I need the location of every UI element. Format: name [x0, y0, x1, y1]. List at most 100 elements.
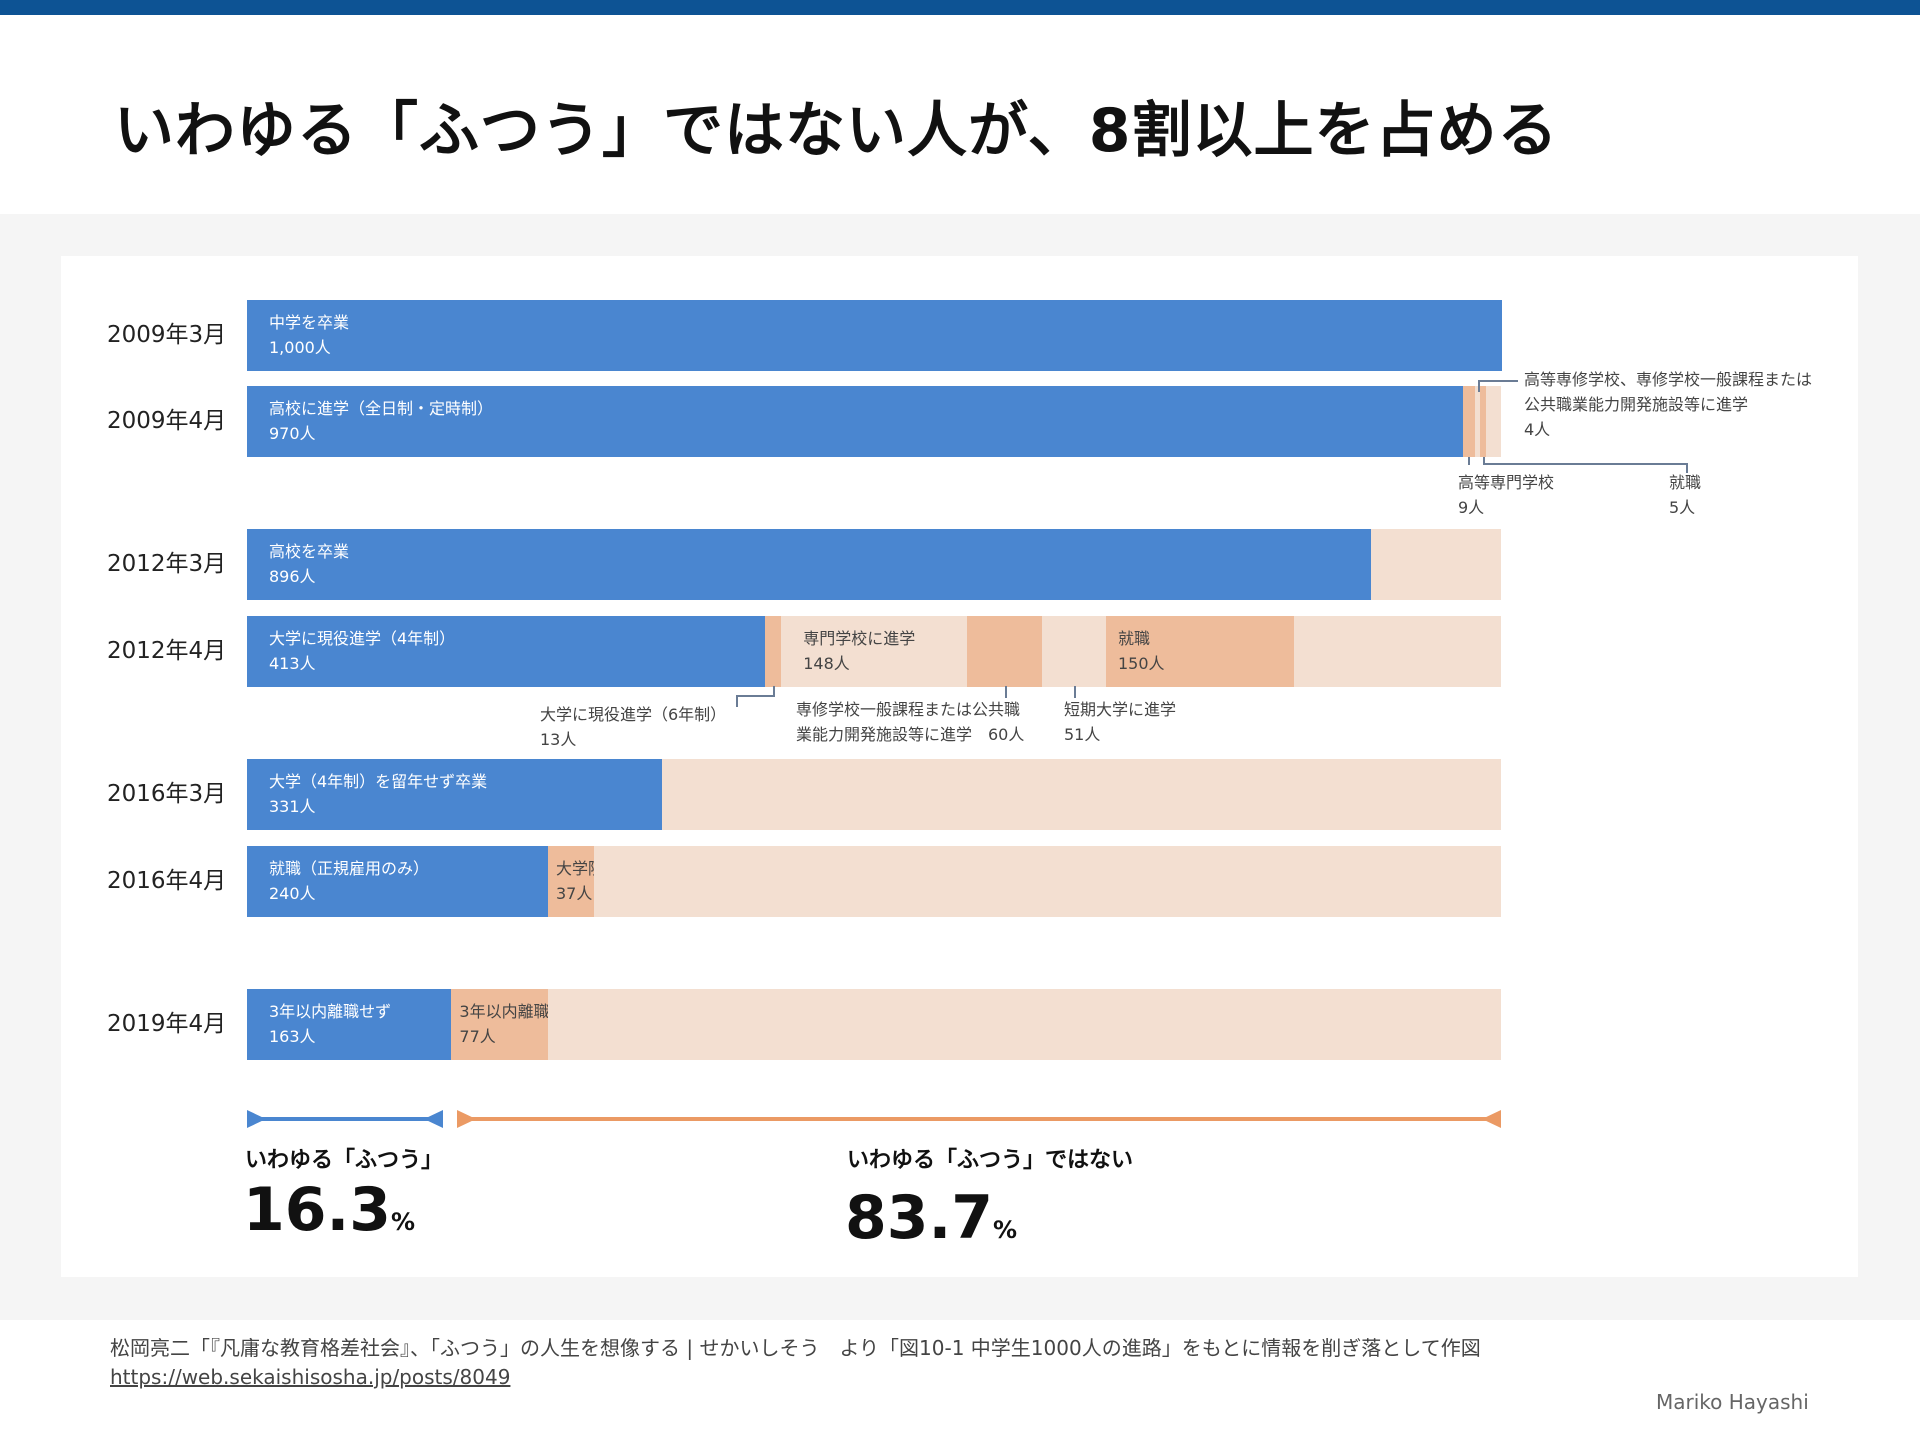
segment-label-count: 413人: [269, 654, 316, 673]
annotation-koto-senshu: 高等専修学校、専修学校一般課程または 公共職業能力開発施設等に進学 4人: [1524, 367, 1812, 442]
annotation-tanki: 短期大学に進学 51人: [1064, 697, 1176, 747]
segment-label-count: 77人: [459, 1027, 496, 1046]
bar-segment-other-strong: [1105, 616, 1295, 687]
bar-segment-other-strong: [547, 846, 595, 917]
source-link[interactable]: https://web.sekaishisosha.jp/posts/8049: [110, 1365, 511, 1389]
leader-line: [1483, 463, 1688, 465]
annotation-text: 公共職業能力開発施設等に進学: [1524, 395, 1749, 414]
segment-label-count: 240人: [269, 884, 316, 903]
annotation-koto-senmon: 高等専門学校 9人: [1458, 470, 1554, 520]
leader-line: [736, 695, 775, 697]
bar-segment-normal: [247, 846, 549, 917]
percent-value: 16.3: [243, 1175, 392, 1245]
annotation-count: 9人: [1458, 498, 1485, 517]
annotation-text: 就職: [1669, 473, 1702, 492]
year-label: 2019年4月: [107, 1011, 227, 1037]
bar-row: 就職（正規雇用のみ）240人大学院等に進学37人: [247, 846, 1502, 917]
leader-line: [1686, 463, 1688, 473]
bar-segment-other-strong: [451, 989, 549, 1060]
annotation-count: 4人: [1524, 420, 1551, 439]
bar-segment-other-strong: [1479, 386, 1487, 457]
percent-value: 83.7: [845, 1183, 994, 1253]
segment-label-text: 中学を卒業: [269, 313, 350, 332]
summary-percent-other: 83.7%: [845, 1188, 1017, 1248]
year-label: 2009年4月: [107, 408, 227, 434]
summary-label-other: いわゆる「ふつう」ではない: [847, 1148, 1134, 1173]
segment-label: 高校を卒業 896人: [269, 539, 349, 589]
footer: [0, 1320, 1920, 1440]
segment-label-count: 37人: [555, 884, 593, 903]
segment-label: 専門学校に進学 148人: [803, 626, 915, 676]
annotation-text: 高等専門学校: [1458, 473, 1555, 492]
segment-label-count: 331人: [269, 797, 316, 816]
segment-label-text: 専門学校に進学: [803, 629, 916, 648]
segment-label-text: 3年以内離職せず: [269, 1002, 392, 1021]
bar-segment-normal: [247, 616, 766, 687]
segment-label-count: 970人: [269, 424, 316, 443]
segment-label-count: 163人: [269, 1027, 316, 1046]
bar-row: 大学に現役進学（4年制） 413人 専門学校に進学 148人 就職 150人: [247, 616, 1502, 687]
bar-segment-other-light: [594, 846, 1502, 917]
bar-segment-other-light: [547, 989, 1502, 1060]
bar-segment-other-light: [1370, 529, 1502, 600]
bar-segment-normal: [247, 759, 663, 830]
leader-line: [1468, 457, 1470, 465]
annotation-text: 短期大学に進学: [1064, 700, 1177, 719]
annotation-text: 高等専修学校、専修学校一般課程または: [1524, 370, 1813, 389]
leader-line: [1478, 380, 1518, 382]
segment-label: 高校に進学（全日制・定時制） 970人: [269, 396, 493, 446]
bar-row: 中学を卒業 1,000人: [247, 300, 1502, 371]
year-label: 2016年3月: [107, 781, 227, 807]
annotation-univ6: 大学に現役進学（6年制） 13人: [540, 702, 726, 752]
bar-segment-normal: [247, 300, 1502, 371]
bar-segment-normal: [247, 529, 1372, 600]
segment-label-count: 896人: [269, 567, 316, 586]
annotation-text: 業能力開発施設等に進学 60人: [796, 725, 1025, 744]
year-label: 2016年4月: [107, 868, 227, 894]
top-accent-bar: [0, 0, 1920, 15]
segment-label-text: 3年以内離職: [459, 1002, 550, 1021]
bar-segment-normal: [247, 989, 452, 1060]
bar-segment-other-light: [1042, 616, 1107, 687]
range-arrows: [247, 1110, 1501, 1128]
segment-label: 中学を卒業 1,000人: [269, 310, 349, 360]
year-label: 2012年3月: [107, 551, 227, 577]
percent-unit: %: [391, 1208, 416, 1236]
leader-line: [773, 686, 775, 696]
other-range-arrow: [457, 1110, 1501, 1128]
normal-range-arrow: [247, 1110, 443, 1128]
bar-segment-other-light: [1294, 616, 1502, 687]
segment-label: 就職 150人: [1118, 626, 1165, 676]
bar-segment-other-strong: [764, 616, 782, 687]
bar-segment-other-light: [781, 616, 968, 687]
annotation-count: 13人: [540, 730, 577, 749]
annotation-text: 大学に現役進学（6年制）: [540, 705, 727, 724]
header: [0, 15, 1920, 214]
segment-label-text: 大学（4年制）を留年せず卒業: [269, 772, 488, 791]
bar-segment-other-strong: [1463, 386, 1476, 457]
segment-label-count: 148人: [803, 654, 850, 673]
author: Mariko Hayashi: [1656, 1390, 1809, 1414]
leader-line: [1478, 380, 1480, 392]
leader-line: [1483, 457, 1485, 465]
summary-label-normal: いわゆる「ふつう」: [245, 1148, 444, 1173]
annotation-text: 専修学校一般課程または公共職: [796, 700, 1021, 719]
percent-unit: %: [993, 1216, 1018, 1244]
leader-line: [1005, 686, 1007, 698]
year-label: 2009年3月: [107, 322, 227, 348]
segment-label: 3年以内離職せず 163人: [269, 999, 391, 1049]
bar-row: 大学（4年制）を留年せず卒業 331人: [247, 759, 1502, 830]
leader-line: [1074, 686, 1076, 698]
bar-segment-other-light: [662, 759, 1502, 830]
bar-segment-other-light: [1474, 386, 1481, 457]
segment-label-text: 就職: [1117, 629, 1150, 648]
segment-label: 3年以内離職 77人: [459, 999, 549, 1049]
segment-label: 就職（正規雇用のみ） 240人: [269, 856, 429, 906]
annotation-shushoku: 就職 5人: [1669, 470, 1701, 520]
bar-row: 高校に進学（全日制・定時制） 970人: [247, 386, 1502, 457]
annotation-count: 51人: [1064, 725, 1101, 744]
segment-label-text: 就職（正規雇用のみ）: [269, 859, 430, 878]
segment-label: 大学（4年制）を留年せず卒業 331人: [269, 769, 487, 819]
segment-label-text: 高校に進学（全日制・定時制）: [269, 399, 494, 418]
bar-row: 高校を卒業 896人: [247, 529, 1502, 600]
